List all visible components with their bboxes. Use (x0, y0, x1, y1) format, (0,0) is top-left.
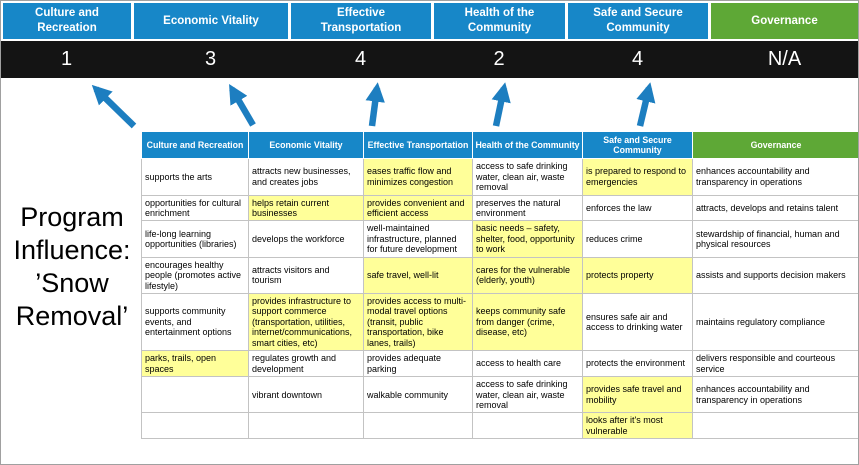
table-cell: reduces crime (582, 220, 693, 258)
table-cell: looks after it's most vulnerable (582, 412, 693, 440)
table-header-culture-and-recreation: Culture and Recreation (141, 130, 249, 160)
table-cell: keeps community safe from danger (crime,… (472, 293, 583, 352)
table-cell: provides convenient and efficient access (363, 194, 473, 222)
table-cell: life-long learning opportunities (librar… (141, 220, 249, 258)
table-cell: provides access to multi-modal travel op… (363, 293, 473, 352)
table-cell: develops the workforce (248, 220, 364, 258)
table-cell: attracts visitors and tourism (248, 256, 364, 295)
score-safe-and-secure-community: 4 (631, 48, 644, 70)
table-cell: delivers responsible and courteous servi… (692, 350, 858, 378)
table-row: encourages healthy people (promotes acti… (141, 256, 858, 295)
table-cell: cares for the vulnerable (elderly, youth… (472, 256, 583, 295)
influence-arrow (229, 83, 256, 127)
table-cell: regulates growth and development (248, 350, 364, 378)
influence-arrow (365, 82, 385, 127)
table-cell: enforces the law (582, 194, 693, 222)
table-row: supports the arts attracts new businesses… (141, 158, 858, 196)
table-row: opportunities for cultural enrichment hel… (141, 194, 858, 222)
table-row: looks after it's most vulnerable (141, 412, 858, 440)
table-cell (692, 412, 858, 440)
table-cell: parks, trails, open spaces (141, 350, 249, 378)
table-cell: preserves the natural environment (472, 194, 583, 222)
table-cell: enhances accountability and transparency… (692, 376, 858, 414)
score-governance: N/A (767, 48, 802, 70)
table-row: life-long learning opportunities (librar… (141, 220, 858, 258)
table-header-effective-transportation: Effective Transportation (363, 130, 473, 160)
table-cell: well-maintained infrastructure, planned … (363, 220, 473, 258)
pillar-header-effective-transportation: Effective Transportation (291, 3, 431, 39)
table-cell (248, 412, 364, 440)
table-cell: access to safe drinking water, clean air… (472, 376, 583, 414)
score-culture-and-recreation: 1 (60, 48, 73, 70)
table-cell: stewardship of financial, human and phys… (692, 220, 858, 258)
program-title: Program Influence: ’Snow Removal’ (13, 202, 131, 331)
table-cell (363, 412, 473, 440)
table-cell: is prepared to respond to emergencies (582, 158, 693, 196)
table-header-safe-and-secure-community: Safe and Secure Community (582, 130, 693, 160)
pillar-header-band: Culture and Recreation Economic Vitality E… (3, 3, 858, 39)
table-cell: provides adequate parking (363, 350, 473, 378)
pillar-header-governance: Governance (711, 3, 858, 39)
table-cell: access to safe drinking water, clean air… (472, 158, 583, 196)
score-band: 1 3 4 2 4 N/A (1, 41, 858, 78)
table-cell: maintains regulatory compliance (692, 293, 858, 352)
table-cell: attracts, develops and retains talent (692, 194, 858, 222)
pillar-header-health-of-the-community: Health of the Community (434, 3, 565, 39)
table-header-health-of-the-community: Health of the Community (472, 130, 583, 160)
table-cell: basic needs – safety, shelter, food, opp… (472, 220, 583, 258)
table-cell: helps retain current businesses (248, 194, 364, 222)
table-header-economic-vitality: Economic Vitality (248, 130, 364, 160)
table-cell: attracts new businesses, and creates job… (248, 158, 364, 196)
table-cell: enhances accountability and transparency… (692, 158, 858, 196)
table-cell: vibrant downtown (248, 376, 364, 414)
score-health-of-the-community: 2 (493, 48, 505, 70)
table-cell: protects the environment (582, 350, 693, 378)
influence-arrow (636, 82, 656, 127)
pillar-header-culture-and-recreation: Culture and Recreation (3, 3, 131, 39)
table-cell: ensures safe air and access to drinking … (582, 293, 693, 352)
influence-arrow (91, 84, 137, 129)
table-cell: encourages healthy people (promotes acti… (141, 256, 249, 295)
score-effective-transportation: 4 (354, 48, 367, 70)
table-cell: provides safe travel and mobility (582, 376, 693, 414)
table-header-governance: Governance (692, 130, 858, 160)
table-row: supports community events, and entertain… (141, 293, 858, 352)
table-cell: access to health care (472, 350, 583, 378)
table-cell: walkable community (363, 376, 473, 414)
table-cell: provides infrastructure to support comme… (248, 293, 364, 352)
table-cell: protects property (582, 256, 693, 295)
table-header-row: Culture and Recreation Economic Vitality E… (141, 130, 858, 160)
pillar-header-economic-vitality: Economic Vitality (134, 3, 288, 39)
table-cell: opportunities for cultural enrichment (141, 194, 249, 222)
table-cell (141, 376, 249, 414)
influence-table: Culture and Recreation Economic Vitality E… (141, 130, 858, 440)
arrows-layer (91, 82, 656, 129)
table-cell: safe travel, well-lit (363, 256, 473, 295)
pillar-header-safe-and-secure-community: Safe and Secure Community (568, 3, 708, 39)
influence-arrow (491, 82, 511, 127)
table-row: parks, trails, open spaces regulates grow… (141, 350, 858, 378)
table-cell: supports community events, and entertain… (141, 293, 249, 352)
table-cell (141, 412, 249, 440)
table-cell: supports the arts (141, 158, 249, 196)
score-economic-vitality: 3 (204, 48, 217, 70)
table-cell (472, 412, 583, 440)
table-cell: assists and supports decision makers (692, 256, 858, 295)
table-row: vibrant downtown walkable community access… (141, 376, 858, 414)
table-cell: eases traffic flow and minimizes congest… (363, 158, 473, 196)
